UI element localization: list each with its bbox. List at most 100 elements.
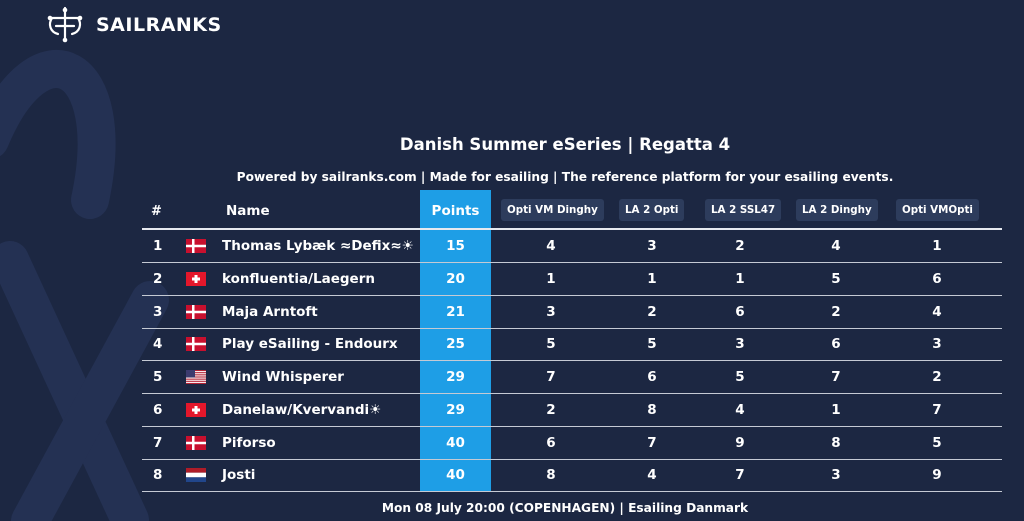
race-result-cell: 5 (546, 336, 556, 352)
sailor-name[interactable]: Danelaw/Kvervandi☀ (222, 402, 382, 418)
switzerland-flag (186, 272, 206, 286)
race-result-cell: 2 (831, 304, 841, 320)
race-header-2[interactable]: LA 2 Opti (619, 199, 685, 221)
race-header-4[interactable]: LA 2 Dinghy (796, 199, 878, 221)
table-row[interactable]: 1 Thomas Lybæk ≈Defix≈☀ 15 4 3 2 4 1 (0, 230, 1024, 262)
points-cell: 29 (446, 402, 465, 418)
points-cell: 29 (446, 369, 465, 385)
race-result-cell: 6 (735, 304, 745, 320)
race-result-cell: 1 (647, 271, 657, 287)
race-result-cell: 9 (735, 435, 745, 451)
points-cell: 15 (446, 238, 465, 254)
rank-cell: 7 (153, 435, 163, 451)
row-divider (142, 295, 1002, 296)
race-result-cell: 6 (647, 369, 657, 385)
points-cell: 25 (446, 336, 465, 352)
race-result-cell: 2 (932, 369, 942, 385)
sailranks-logo-icon (47, 6, 83, 43)
race-header-5[interactable]: Opti VMOpti (896, 199, 979, 221)
row-divider (142, 491, 1002, 492)
race-result-cell: 5 (735, 369, 745, 385)
race-result-cell: 5 (647, 336, 657, 352)
rank-cell: 2 (153, 271, 163, 287)
race-result-cell: 3 (735, 336, 745, 352)
row-divider (142, 459, 1002, 460)
race-result-cell: 7 (735, 467, 745, 483)
denmark-flag (186, 337, 206, 351)
race-result-cell: 1 (932, 238, 942, 254)
row-divider (142, 262, 1002, 263)
rank-header: # (151, 203, 162, 219)
points-cell: 21 (446, 304, 465, 320)
switzerland-flag (186, 403, 206, 417)
race-header-1[interactable]: Opti VM Dinghy (501, 199, 604, 221)
sailor-name[interactable]: Thomas Lybæk ≈Defix≈☀ (222, 238, 414, 254)
race-result-cell: 1 (831, 402, 841, 418)
table-row[interactable]: 5 Wind Whisperer 29 7 6 5 7 2 (0, 361, 1024, 393)
points-cell: 40 (446, 435, 465, 451)
race-result-cell: 4 (546, 238, 556, 254)
rank-cell: 1 (153, 238, 163, 254)
denmark-flag (186, 239, 206, 253)
race-result-cell: 5 (831, 271, 841, 287)
points-cell: 40 (446, 467, 465, 483)
table-row[interactable]: 2 konfluentia/Laegern 20 1 1 1 5 6 (0, 263, 1024, 295)
sailor-name[interactable]: konfluentia/Laegern (222, 271, 375, 287)
rank-cell: 6 (153, 402, 163, 418)
sailor-name[interactable]: Play eSailing - Endourx (222, 336, 398, 352)
rank-cell: 3 (153, 304, 163, 320)
race-result-cell: 1 (546, 271, 556, 287)
race-result-cell: 8 (647, 402, 657, 418)
sailranks-logo[interactable]: SAILRANKS (44, 6, 222, 44)
race-result-cell: 1 (735, 271, 745, 287)
race-result-cell: 3 (932, 336, 942, 352)
table-row[interactable]: 4 Play eSailing - Endourx 25 5 5 3 6 3 (0, 328, 1024, 360)
table-row[interactable]: 3 Maja Arntoft 21 3 2 6 2 4 (0, 296, 1024, 328)
denmark-flag (186, 305, 206, 319)
sailor-name[interactable]: Piforso (222, 435, 276, 451)
usa-flag (186, 370, 206, 384)
race-header-3[interactable]: LA 2 SSL47 (705, 199, 782, 221)
rank-cell: 4 (153, 336, 163, 352)
event-title: Danish Summer eSeries | Regatta 4 (399, 135, 731, 154)
table-row[interactable]: 8 Josti 40 8 4 7 3 9 (0, 459, 1024, 491)
race-result-cell: 4 (735, 402, 745, 418)
header-divider (142, 228, 1002, 230)
race-result-cell: 4 (647, 467, 657, 483)
race-result-cell: 2 (546, 402, 556, 418)
row-divider (142, 393, 1002, 394)
points-column-highlight (420, 190, 491, 492)
points-cell: 20 (446, 271, 465, 287)
sailor-name[interactable]: Josti (222, 467, 256, 483)
brand-name: SAILRANKS (96, 14, 222, 36)
race-result-cell: 5 (932, 435, 942, 451)
row-divider (142, 328, 1002, 329)
race-result-cell: 4 (831, 238, 841, 254)
race-result-cell: 3 (647, 238, 657, 254)
table-row[interactable]: 7 Piforso 40 6 7 9 8 5 (0, 427, 1024, 459)
race-result-cell: 2 (647, 304, 657, 320)
race-result-cell: 8 (831, 435, 841, 451)
event-footer: Mon 08 July 20:00 (COPENHAGEN) | Esailin… (381, 501, 749, 515)
race-result-cell: 3 (546, 304, 556, 320)
race-result-cell: 4 (932, 304, 942, 320)
sailor-name[interactable]: Wind Whisperer (222, 369, 344, 385)
event-subtitle: Powered by sailranks.com | Made for esai… (236, 170, 894, 184)
points-header[interactable]: Points (431, 203, 480, 219)
row-divider (142, 360, 1002, 361)
denmark-flag (186, 436, 206, 450)
netherlands-flag (186, 468, 206, 482)
row-divider (142, 426, 1002, 427)
race-result-cell: 7 (647, 435, 657, 451)
rank-cell: 5 (153, 369, 163, 385)
race-result-cell: 6 (932, 271, 942, 287)
race-result-cell: 7 (546, 369, 556, 385)
race-result-cell: 6 (831, 336, 841, 352)
race-result-cell: 8 (546, 467, 556, 483)
name-header: Name (226, 203, 270, 219)
table-row[interactable]: 6 Danelaw/Kvervandi☀ 29 2 8 4 1 7 (0, 394, 1024, 426)
race-result-cell: 7 (831, 369, 841, 385)
race-result-cell: 6 (546, 435, 556, 451)
race-result-cell: 7 (932, 402, 942, 418)
sailor-name[interactable]: Maja Arntoft (222, 304, 318, 320)
